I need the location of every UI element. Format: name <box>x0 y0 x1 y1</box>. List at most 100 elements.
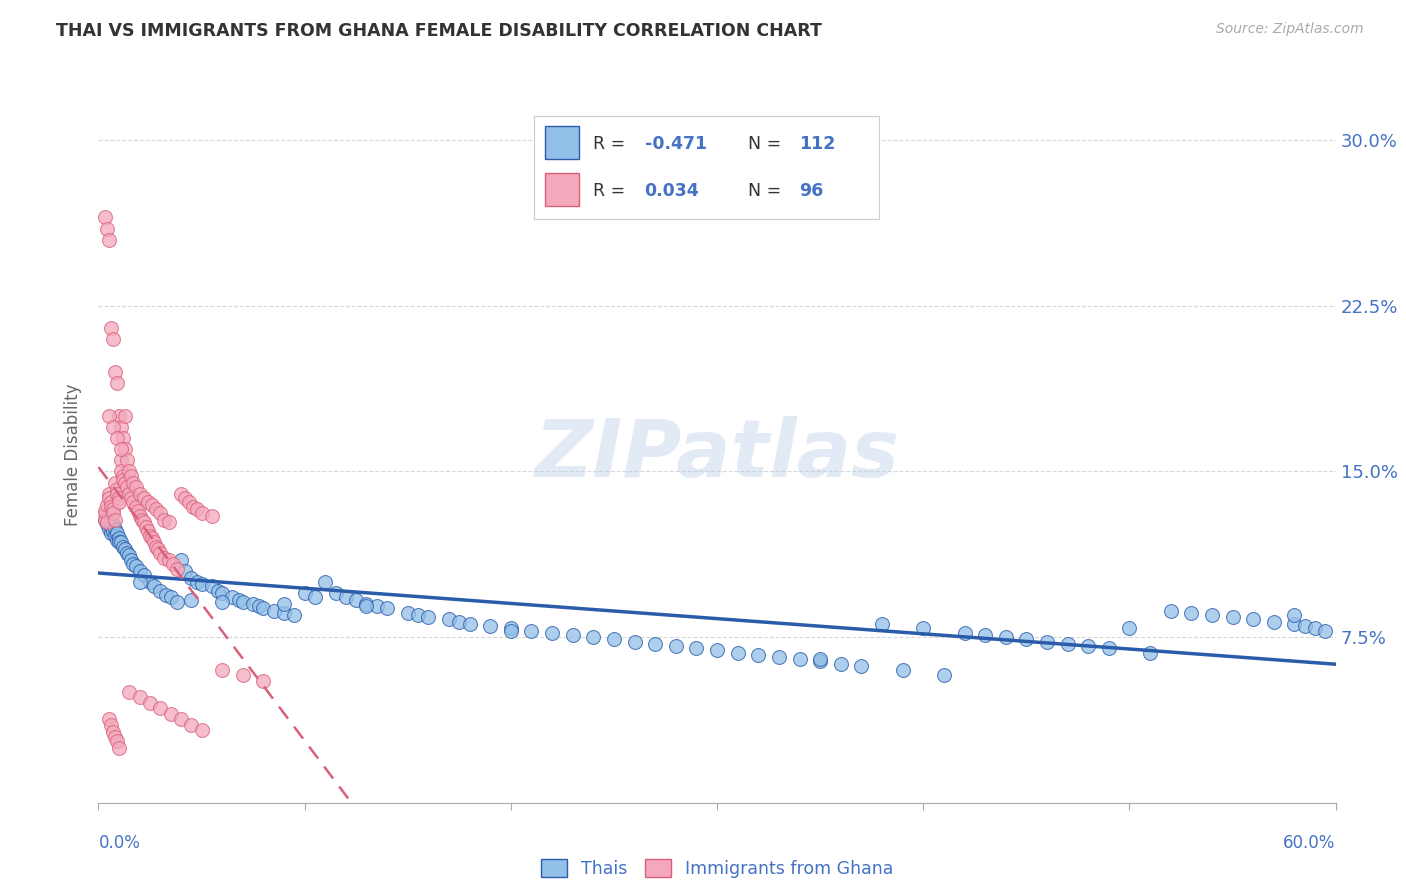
Text: -0.471: -0.471 <box>644 135 707 153</box>
Point <box>110 465 132 479</box>
Point <box>190 723 212 737</box>
Point <box>1015 632 1038 647</box>
Point <box>97 486 120 500</box>
Point <box>97 522 120 536</box>
Point <box>870 616 893 631</box>
Point <box>252 601 274 615</box>
Point <box>808 652 831 666</box>
Point <box>623 634 645 648</box>
Point <box>108 409 131 424</box>
Point <box>149 546 172 560</box>
Point <box>406 608 429 623</box>
Bar <box>544 173 579 206</box>
Point <box>135 519 157 533</box>
Point <box>159 591 181 605</box>
Point <box>1263 615 1285 629</box>
Point <box>93 504 115 518</box>
Point <box>1098 641 1121 656</box>
Point <box>1180 606 1202 620</box>
Point <box>97 712 120 726</box>
Point <box>122 475 145 490</box>
Point <box>356 597 378 611</box>
Point <box>706 643 728 657</box>
Point <box>105 376 128 391</box>
Point <box>131 513 153 527</box>
Point <box>136 524 159 538</box>
Point <box>108 740 131 755</box>
Point <box>1201 608 1223 623</box>
Point <box>170 486 193 500</box>
Point <box>644 637 666 651</box>
Point <box>132 491 155 505</box>
Point <box>117 480 139 494</box>
Point <box>155 588 177 602</box>
Point <box>110 442 132 457</box>
Point <box>117 453 139 467</box>
Point <box>808 655 831 669</box>
Point <box>190 507 212 521</box>
Point <box>211 663 233 677</box>
Point <box>375 601 398 615</box>
Point <box>207 583 229 598</box>
Point <box>128 486 150 500</box>
Point <box>124 559 146 574</box>
Text: 0.034: 0.034 <box>644 182 699 200</box>
Point <box>211 586 233 600</box>
Point <box>458 616 481 631</box>
Point <box>1077 639 1099 653</box>
Point <box>114 541 136 556</box>
Point <box>344 592 367 607</box>
Point <box>520 624 543 638</box>
Point <box>97 409 120 424</box>
Point <box>561 628 583 642</box>
Point <box>101 725 124 739</box>
Point <box>100 718 122 732</box>
Point <box>93 513 115 527</box>
Text: Source: ZipAtlas.com: Source: ZipAtlas.com <box>1216 22 1364 37</box>
Text: R =: R = <box>593 182 626 200</box>
Point <box>263 604 285 618</box>
Point <box>170 712 193 726</box>
Point <box>118 685 141 699</box>
Point <box>179 495 201 509</box>
Text: N =: N = <box>748 135 782 153</box>
Point <box>449 615 471 629</box>
Point <box>685 641 707 656</box>
Point <box>665 639 688 653</box>
Point <box>104 365 127 379</box>
Point <box>974 628 997 642</box>
Point <box>110 453 132 467</box>
Point <box>101 420 124 434</box>
Point <box>112 431 135 445</box>
Point <box>149 583 172 598</box>
Text: R =: R = <box>593 135 626 153</box>
Point <box>97 233 120 247</box>
Point <box>100 519 122 533</box>
Point <box>1036 634 1059 648</box>
Point <box>211 595 233 609</box>
Point <box>124 480 146 494</box>
Point <box>190 577 212 591</box>
Point <box>114 442 136 457</box>
Text: N =: N = <box>748 182 782 200</box>
Point <box>145 502 167 516</box>
Point <box>104 475 127 490</box>
Point <box>166 595 188 609</box>
Point <box>122 558 145 572</box>
Point <box>851 658 873 673</box>
Point <box>101 524 124 538</box>
Point <box>101 332 124 346</box>
Point <box>499 621 522 635</box>
Point <box>1294 619 1316 633</box>
Point <box>228 592 250 607</box>
Point <box>1139 646 1161 660</box>
Text: 0.0%: 0.0% <box>98 834 141 852</box>
Point <box>1303 621 1326 635</box>
Point <box>314 574 336 589</box>
Point <box>891 663 914 677</box>
Point <box>242 597 264 611</box>
Point <box>157 553 180 567</box>
Point <box>181 500 204 514</box>
Point <box>105 482 128 496</box>
Point <box>120 553 142 567</box>
